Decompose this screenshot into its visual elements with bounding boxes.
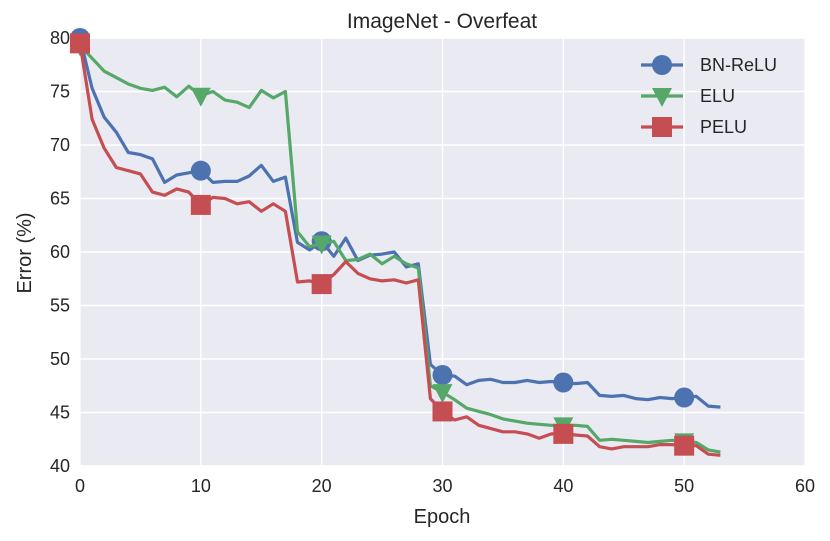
grid (79, 37, 806, 467)
legend-label: BN-ReLU (700, 55, 777, 75)
elu-marker (432, 384, 453, 404)
legend-pelu-marker (652, 117, 672, 137)
pelu-line (78, 43, 721, 457)
legend-entry-elu: ELU (641, 86, 735, 107)
x-tick-label: 60 (795, 476, 815, 496)
x-tick-label: 10 (191, 476, 211, 496)
bn-relu-marker (432, 365, 453, 386)
series-pelu (70, 33, 721, 457)
x-tick-label: 20 (312, 476, 332, 496)
legend-label: ELU (700, 86, 735, 106)
legend-entry-pelu: PELU (641, 117, 747, 137)
pelu-marker (553, 423, 574, 444)
legend: BN-ReLU ELU PELU (641, 55, 777, 137)
bn-relu-marker (553, 372, 574, 393)
elu-marker (311, 235, 332, 255)
legend-label: PELU (700, 117, 747, 137)
y-axis-ticks: 40 45 50 55 60 65 70 75 80 (50, 28, 70, 476)
pelu-marker (190, 194, 211, 215)
y-tick-label: 40 (50, 456, 70, 476)
x-tick-label: 30 (432, 476, 452, 496)
series-layer (70, 28, 721, 457)
x-tick-label: 40 (553, 476, 573, 496)
legend-entry-bn-relu: BN-ReLU (641, 55, 777, 75)
y-tick-label: 55 (50, 296, 70, 316)
chart-title: ImageNet - Overfeat (347, 10, 537, 33)
bn-relu-marker (674, 387, 695, 408)
y-tick-label: 45 (50, 403, 70, 423)
y-tick-label: 60 (50, 242, 70, 262)
pelu-marker (674, 435, 695, 456)
elu-marker (190, 87, 211, 107)
pelu-marker (311, 274, 332, 295)
x-axis-ticks: 0 10 20 30 40 50 60 (75, 476, 815, 496)
y-tick-label: 70 (50, 135, 70, 155)
legend-elu-marker (652, 88, 672, 107)
x-tick-label: 0 (75, 476, 85, 496)
elu-line (78, 44, 721, 454)
y-tick-label: 75 (50, 82, 70, 102)
x-axis-label: Epoch (414, 506, 471, 528)
y-tick-label: 65 (50, 189, 70, 209)
y-tick-label: 80 (50, 28, 70, 48)
pelu-marker (432, 401, 453, 422)
pelu-marker (70, 33, 90, 54)
legend-bn-relu-marker (652, 55, 672, 75)
bn-relu-marker (190, 160, 211, 181)
x-tick-label: 50 (674, 476, 694, 496)
y-axis-label: Error (%) (14, 212, 36, 293)
y-tick-label: 50 (50, 349, 70, 369)
